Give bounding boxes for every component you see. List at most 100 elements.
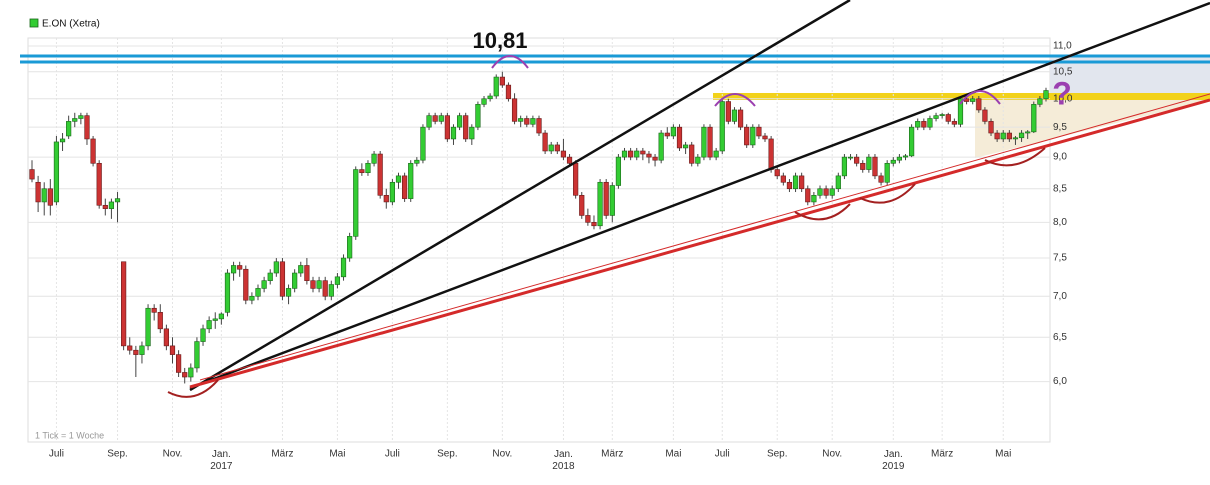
candle-body [805, 188, 811, 203]
y-tick-label: 11,0 [1053, 41, 1072, 52]
candle-body [957, 98, 964, 125]
candle-body [597, 181, 603, 227]
candle-body [823, 188, 829, 196]
candle-body [444, 115, 450, 140]
y-tick-label: 7,0 [1053, 291, 1067, 302]
candle-body [408, 162, 414, 199]
candle-body [530, 118, 536, 125]
candle-body [1018, 132, 1025, 139]
candle-body [847, 156, 854, 159]
candle-body [334, 276, 341, 285]
candle-body [884, 162, 890, 183]
candle-body [102, 204, 108, 209]
candle-body [573, 162, 579, 196]
candle-body [463, 115, 469, 140]
candle-body [976, 98, 982, 111]
question-annotation: ? [1052, 75, 1072, 111]
candle-body [243, 268, 249, 301]
candle-body [383, 195, 389, 203]
candle-body [84, 115, 90, 140]
candle-body [456, 115, 463, 128]
candle-body [933, 115, 939, 119]
candle-body [218, 313, 224, 320]
candle-body [548, 144, 554, 152]
candle-body [505, 84, 512, 100]
candle-body [707, 126, 713, 158]
candle-body [426, 115, 432, 128]
candle-body [267, 272, 273, 281]
candle-body [310, 280, 316, 289]
x-tick-label: Juli [49, 449, 64, 460]
support-line [189, 98, 1210, 389]
candle-body [615, 156, 622, 186]
candle-body [188, 367, 194, 378]
candle-body [902, 155, 909, 158]
candle-body [353, 169, 359, 237]
candle-body [658, 132, 664, 161]
candle-body [127, 345, 133, 351]
candle-body [377, 153, 383, 196]
candle-body [1000, 132, 1006, 140]
candle-body [762, 135, 768, 140]
x-tick-label: Sep. [107, 449, 128, 460]
candle-body [163, 328, 169, 347]
candle-body [750, 126, 756, 146]
candle-body [169, 345, 176, 355]
candle-body [927, 118, 933, 128]
candle-body [585, 215, 591, 223]
candle-body [261, 280, 267, 289]
candle-body [237, 265, 243, 270]
candle-body [603, 181, 609, 216]
x-tick-label: Sep. [767, 449, 788, 460]
peak-annotation: 10,81 [472, 28, 527, 53]
trend-line [189, 1, 1210, 390]
candle-body [1006, 132, 1012, 140]
bottom-arc [167, 379, 219, 398]
candle-body [621, 150, 628, 158]
candle-body [939, 114, 945, 116]
candle-body [96, 162, 102, 206]
candle-body [41, 188, 47, 203]
x-tick-label: Jan. 2017 [210, 449, 233, 472]
candle-body [511, 98, 518, 122]
candle-body [737, 109, 744, 128]
candle-body [811, 195, 817, 203]
candle-body [841, 156, 848, 177]
candle-body [646, 153, 652, 158]
candle-body [542, 132, 548, 152]
candle-body [90, 138, 96, 164]
candle-body [59, 138, 66, 143]
candle-body [182, 372, 188, 378]
candle-body [628, 150, 634, 158]
candle-body [206, 320, 212, 330]
candle-body [212, 318, 218, 321]
candle-body [524, 118, 530, 125]
candle-body [872, 156, 878, 177]
trend-line [189, 0, 851, 392]
candle-body [450, 126, 457, 140]
x-tick-label: Nov. [822, 449, 842, 460]
candle-body [896, 156, 902, 161]
x-tick-label: Nov. [163, 449, 183, 460]
x-tick-label: Juli [715, 449, 730, 460]
candle-body [634, 150, 640, 158]
candle-body [1037, 98, 1043, 105]
candle-body [316, 280, 322, 289]
y-tick-label: 10,5 [1053, 66, 1073, 77]
candle-body [66, 121, 72, 137]
candle-body [151, 307, 157, 313]
candle-body [982, 109, 988, 122]
x-tick-label: Nov. [492, 449, 512, 460]
y-tick-label: 7,5 [1053, 253, 1067, 264]
candle-body [591, 222, 597, 227]
candle-body [249, 295, 255, 301]
candle-body [53, 141, 60, 203]
candle-body [139, 345, 145, 355]
candle-body [854, 156, 860, 164]
y-tick-label: 8,5 [1053, 183, 1067, 194]
plot-frame [27, 37, 1051, 443]
x-tick-label: Juli [385, 449, 400, 460]
candle-body [420, 126, 426, 161]
candle-body [683, 144, 689, 149]
top-arc [959, 90, 1001, 105]
